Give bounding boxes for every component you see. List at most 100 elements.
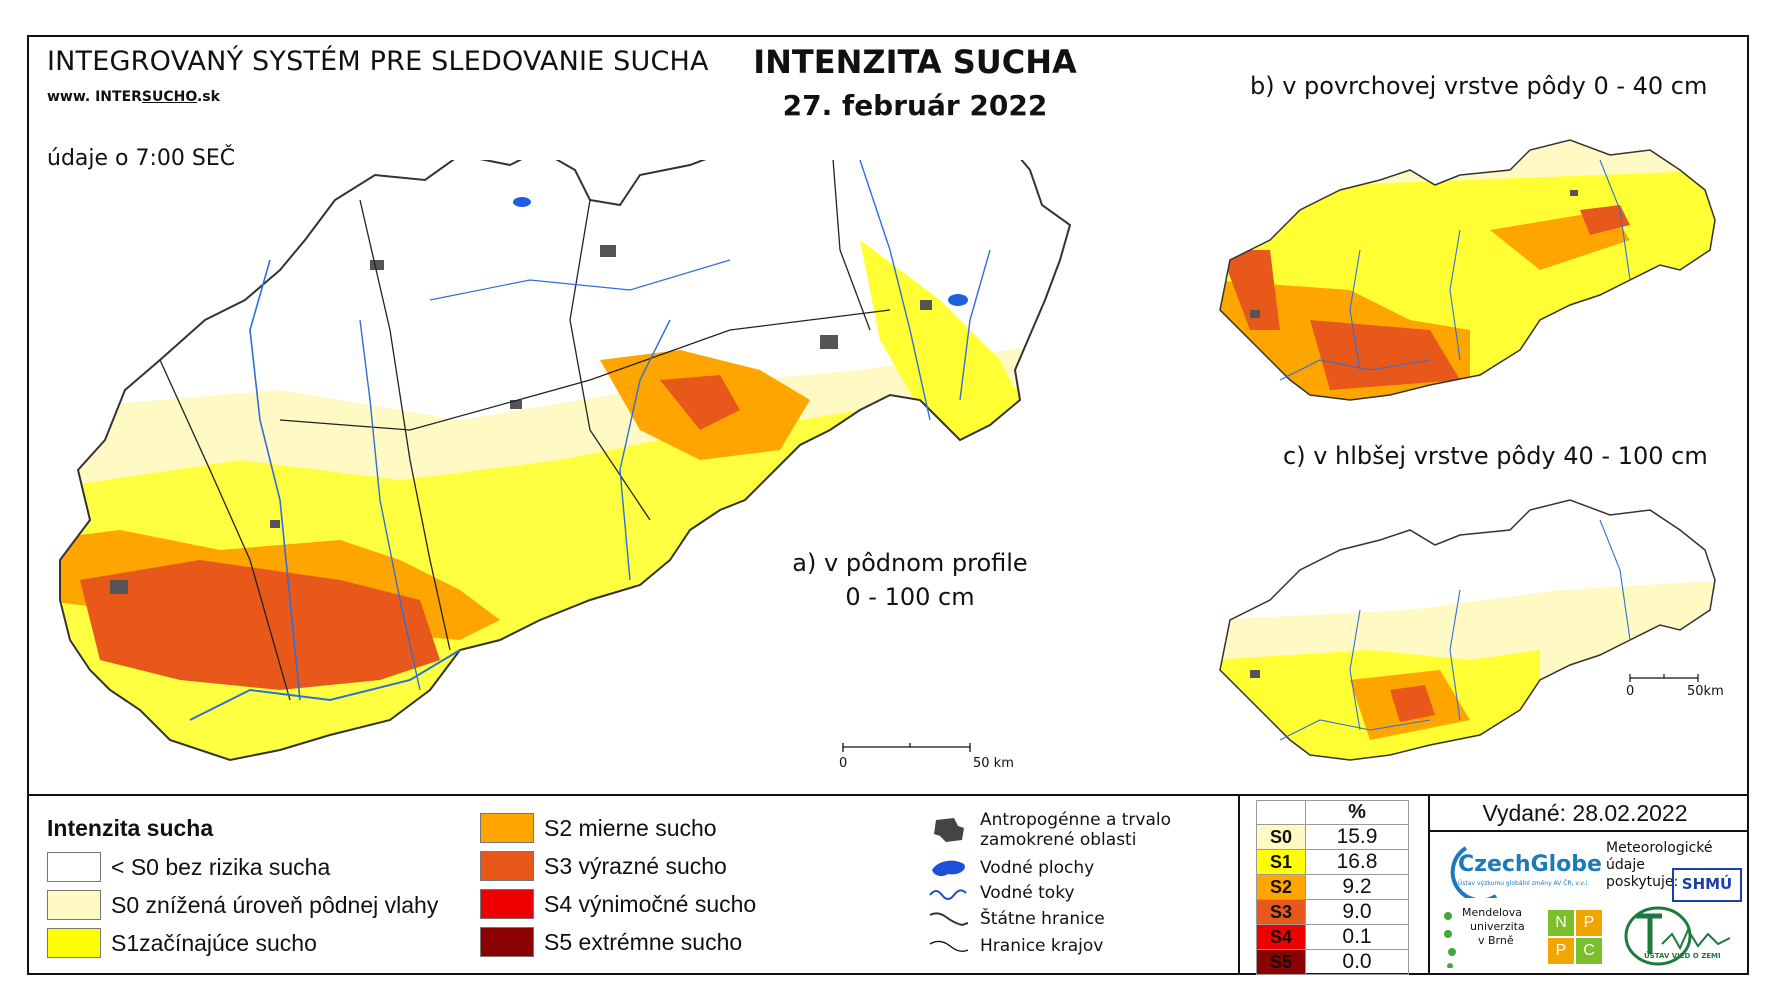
surface-layer-map <box>1219 139 1716 401</box>
percent-value: 16.8 <box>1305 849 1409 875</box>
legend-swatch <box>480 927 534 957</box>
map-date: 27. február 2022 <box>782 89 1048 122</box>
nppc-letter: P <box>1548 938 1574 964</box>
provider-line: Meteorologické <box>1606 840 1713 856</box>
scale-main-end: 50 km <box>973 756 1014 771</box>
legend-item-s5: S5 extrémne sucho <box>480 927 742 957</box>
legend-item-s2: S2 mierne sucho <box>480 813 717 843</box>
mendelu-line: univerzita <box>1470 920 1525 933</box>
symbol-water-body: Vodné plochy <box>928 856 1094 880</box>
symbol-label: Vodné plochy <box>980 858 1095 878</box>
percent-code: S4 <box>1256 924 1306 950</box>
panel-divider <box>1238 794 1240 975</box>
percent-value: 0.1 <box>1305 924 1409 950</box>
main-drought-map <box>59 160 1072 762</box>
legend-label: S3 výrazné sucho <box>544 852 727 879</box>
legend-swatch <box>480 813 534 843</box>
mendelu-text: Mendelova univerzita v Brně <box>1462 906 1525 948</box>
legend-swatch <box>480 889 534 919</box>
water-body-icon <box>932 860 965 877</box>
time-note: údaje o 7:00 SEČ <box>47 146 236 171</box>
percent-row: S5 0.0 <box>1256 949 1409 975</box>
legend-label: S4 výnimočné sucho <box>544 890 757 917</box>
symbol-river: Vodné toky <box>928 883 1075 903</box>
system-title: INTEGROVANÝ SYSTÉM PRE SLEDOVANIE SUCHA <box>47 46 709 77</box>
czechglobe-logo: CzechGlobe Ústav výzkumu globální změny … <box>1436 838 1602 898</box>
uvz-text: ÚSTAV VIED O ZEMI <box>1644 952 1721 960</box>
scale-main-zero: 0 <box>839 756 848 771</box>
percent-row: S3 9.0 <box>1256 899 1409 925</box>
shmu-logo: SHMÚ <box>1672 868 1742 902</box>
percent-value: 9.0 <box>1305 899 1409 925</box>
nppc-letter: C <box>1576 938 1602 964</box>
main-title: INTENZITA SUCHA <box>753 43 1077 81</box>
map-a-label-line1: a) v pôdnom profile <box>792 549 1028 577</box>
legend-label: S5 extrémne sucho <box>544 928 743 955</box>
legend-swatch <box>47 890 101 920</box>
panel-divider <box>1428 794 1430 975</box>
uvz-logo: ÚSTAV VIED O ZEMI <box>1622 904 1742 970</box>
map-a-label-line2: 0 - 100 cm <box>845 583 975 611</box>
symbol-state-border: Štátne hranice <box>928 909 1105 929</box>
legend-label: < S0 bez rizika sucha <box>111 853 331 880</box>
percent-code: S1 <box>1256 849 1306 875</box>
river-icon <box>929 889 967 900</box>
symbol-label: Hranice krajov <box>980 936 1104 956</box>
percent-value: 0.0 <box>1305 949 1409 975</box>
legend-label: S2 mierne sucho <box>544 814 717 841</box>
legend-item-none: < S0 bez rizika sucha <box>47 852 330 882</box>
percent-row: S0 15.9 <box>1256 824 1409 850</box>
map-c-label: c) v hlbšej vrstve pôdy 40 - 100 cm <box>1283 442 1708 470</box>
website-url[interactable]: www. INTERSUCHO.sk <box>47 89 220 105</box>
issued-date: Vydané: 28.02.2022 <box>1482 800 1688 826</box>
map-b-label: b) v povrchovej vrstve pôdy 0 - 40 cm <box>1250 72 1708 100</box>
percent-code: S2 <box>1256 874 1306 900</box>
mendelu-line: Mendelova <box>1462 906 1523 919</box>
percent-row: S1 16.8 <box>1256 849 1409 875</box>
percent-code: S5 <box>1256 949 1306 975</box>
percent-table: % S0 15.9 S1 16.8 S2 9.2 S3 9.0 S4 0.1 S5 0.0 <box>1256 800 1409 975</box>
legend-title: Intenzita sucha <box>47 815 214 841</box>
legend-item-s1: S1začínajúce sucho <box>47 928 317 958</box>
legend-swatch <box>480 851 534 881</box>
globe-arc-icon <box>1450 846 1498 898</box>
mendelu-line: v Brně <box>1478 934 1514 947</box>
url-mid: SUCHO <box>141 89 197 105</box>
provider-line: poskytuje: <box>1606 874 1679 890</box>
url-suffix: .sk <box>196 89 220 105</box>
percent-value: 9.2 <box>1305 874 1409 900</box>
symbol-region-border: Hranice krajov <box>928 936 1103 956</box>
legend-divider <box>27 794 1749 796</box>
symbol-label: zamokrené oblasti <box>980 830 1137 850</box>
percent-value: 15.9 <box>1305 824 1409 850</box>
percent-header-blank <box>1256 800 1306 825</box>
percent-code: S0 <box>1256 824 1306 850</box>
symbol-urban: Antropogénne a trvalo zamokrené oblasti <box>928 810 1171 850</box>
nppc-letter: N <box>1548 910 1574 936</box>
nppc-logo: N P P C <box>1548 910 1604 964</box>
percent-code: S3 <box>1256 899 1306 925</box>
percent-row: S2 9.2 <box>1256 874 1409 900</box>
percent-header: % <box>1305 800 1409 825</box>
data-provider-note: Meteorologické údaje poskytuje: <box>1606 840 1713 891</box>
symbol-label: Antropogénne a trvalo <box>980 810 1172 830</box>
symbol-label: Vodné toky <box>980 883 1075 903</box>
legend-label: S1začínajúce sucho <box>111 929 317 956</box>
nppc-letter: P <box>1576 910 1602 936</box>
url-prefix: www. INTER <box>47 89 142 105</box>
scale-small-end: 50km <box>1687 684 1724 699</box>
urban-area-icon <box>934 818 964 842</box>
czechglobe-text: CzechGlobe <box>1458 852 1602 877</box>
percent-row: S4 0.1 <box>1256 924 1409 950</box>
small-scale-bar <box>1629 674 1699 682</box>
mendelu-logo: Mendelova univerzita v Brně <box>1442 906 1542 970</box>
legend-item-s3: S3 výrazné sucho <box>480 851 727 881</box>
map-a-label: a) v pôdnom profile 0 - 100 cm <box>770 546 1050 614</box>
deep-layer-map <box>1219 499 1716 761</box>
issued-divider <box>1430 830 1749 832</box>
legend-swatch <box>47 852 101 882</box>
scale-small-zero: 0 <box>1626 684 1635 699</box>
provider-line: údaje <box>1606 857 1645 873</box>
uvz-emblem-icon <box>1624 906 1731 966</box>
legend-label: S0 znížená úroveň pôdnej vlahy <box>111 891 439 918</box>
